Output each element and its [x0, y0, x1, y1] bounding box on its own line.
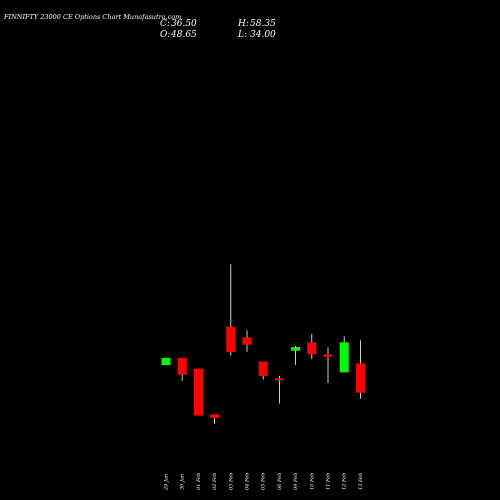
candle-body: [274, 378, 284, 381]
candle: [339, 336, 349, 373]
x-tick-label: 13 Feb: [358, 473, 364, 490]
candle-body: [177, 357, 187, 375]
candle: [177, 357, 187, 381]
candle-body: [193, 368, 203, 416]
candle: [161, 357, 171, 366]
close-value: 36.50: [171, 19, 197, 29]
candles-layer: [161, 264, 365, 424]
candle-body: [339, 342, 349, 373]
open-value: 48.65: [170, 30, 197, 40]
low-value: 34.00: [250, 30, 276, 40]
candle: [226, 264, 236, 356]
open-label: O:: [160, 30, 170, 40]
x-tick-label: 04 Feb: [245, 473, 251, 490]
candle: [210, 414, 220, 424]
high-label: H:: [237, 19, 249, 29]
x-tick-label: 12 Feb: [342, 473, 348, 490]
low-label: L:: [237, 30, 247, 40]
candle-body: [323, 354, 333, 357]
candle-body: [291, 347, 301, 351]
close-label: C:: [160, 19, 170, 29]
x-tick-label: 06 Feb: [277, 473, 283, 490]
x-tick-label: 10 Feb: [309, 473, 315, 490]
candle-body: [355, 363, 365, 393]
x-tick-label: 09 Feb: [293, 473, 299, 490]
x-tick-label: 02 Feb: [212, 473, 218, 490]
candle: [258, 361, 268, 380]
x-tick-label: 30 Jan: [180, 474, 186, 490]
candle-body: [258, 361, 268, 376]
candle-body: [307, 342, 317, 355]
candle-body: [242, 337, 252, 345]
x-tick-label: 01 Feb: [196, 473, 202, 490]
candle: [307, 333, 317, 360]
x-tick-label: 11 Feb: [326, 473, 332, 490]
candle: [355, 340, 365, 399]
x-tick-label: 03 Feb: [228, 473, 234, 490]
candle-body: [210, 414, 220, 418]
candle-body: [226, 326, 236, 352]
candle: [323, 347, 333, 384]
x-ticks-layer: 29 Jan 30 Jan 01 Feb 02 Feb 03 Feb 04 Feb 05 F…: [164, 473, 364, 491]
x-tick-label: 05 Feb: [261, 473, 267, 490]
candle-body: [161, 357, 171, 366]
candle: [274, 375, 284, 404]
candle: [193, 368, 203, 416]
candle: [291, 345, 301, 366]
candle: [242, 330, 252, 352]
chart-title: FINNIFTY 23000 CE Options Chart Munafasu…: [3, 13, 181, 21]
high-value: 58.35: [250, 19, 276, 29]
x-tick-label: 29 Jan: [164, 474, 170, 491]
